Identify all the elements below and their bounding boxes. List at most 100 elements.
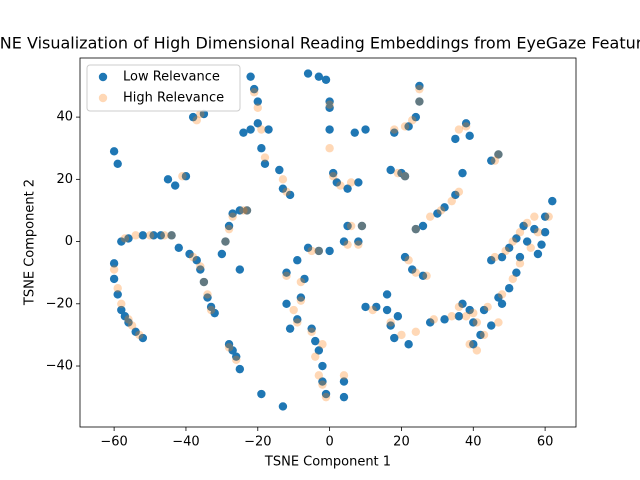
y-axis-label: TSNE Component 2 [23,179,38,306]
point [425,318,435,327]
point [124,234,133,243]
point [217,249,227,259]
point [346,221,356,231]
point [246,72,255,81]
point [372,302,381,312]
point [275,165,284,175]
legend-label: High Relevance [123,91,224,106]
point [487,321,496,330]
legend-label: Low Relevance [123,70,220,85]
point [293,256,302,265]
legend-box [86,64,241,112]
point [332,178,341,187]
point [167,231,176,240]
point [451,134,460,144]
point [196,109,205,119]
point [415,81,424,91]
point [329,172,338,181]
point [469,308,478,318]
point [321,389,331,399]
point [408,116,417,125]
point [160,231,169,240]
point [469,340,478,349]
point [138,333,148,343]
point [149,231,158,240]
point [318,377,327,386]
x-tick-label: 20 [393,435,410,450]
point [235,265,245,274]
point [192,256,201,265]
point [185,249,194,259]
point [296,277,306,287]
plot-points [109,69,557,411]
point [314,246,324,256]
point [242,206,252,215]
point [221,237,230,246]
legend-marker [98,72,108,82]
point [465,131,474,140]
point [210,308,219,318]
point [167,231,176,240]
point [293,318,302,327]
point [178,172,187,181]
point [131,231,140,240]
point [533,249,543,259]
point [131,327,140,336]
point [228,212,237,221]
point [113,284,122,293]
point [490,252,500,262]
point [494,150,503,159]
point [390,333,399,343]
point [418,221,428,231]
point [242,206,252,215]
point [325,100,334,109]
point [339,237,349,246]
point [239,128,248,137]
point [451,190,460,200]
point [253,97,262,106]
point [109,265,119,274]
chart-title: TSNE Visualization of High Dimensional R… [0,34,640,53]
point [239,206,248,215]
point [260,159,270,168]
point [479,305,489,315]
point [393,168,403,178]
point [436,206,446,215]
point [228,346,237,355]
point [181,172,191,181]
point [461,312,471,321]
point [138,231,148,240]
point [307,327,316,336]
point [386,318,395,327]
point [260,153,270,162]
point [235,206,245,215]
point [318,340,327,349]
point [548,196,557,206]
point [339,371,349,380]
point [540,212,550,221]
point [127,321,137,330]
point [515,259,525,268]
point [433,209,442,218]
point [512,268,521,277]
point [163,175,173,184]
point [278,402,288,411]
point [397,330,406,340]
point [390,128,399,137]
point [232,355,241,364]
point [494,293,503,302]
point [282,187,291,196]
point [522,237,532,246]
x-tick-label: 60 [537,435,554,450]
point [145,231,155,240]
point [522,218,532,228]
point [461,122,471,131]
point [454,302,464,312]
point [117,237,126,246]
point [354,178,363,187]
point [533,228,543,237]
point [318,361,327,371]
point [400,172,410,181]
point [497,252,507,262]
